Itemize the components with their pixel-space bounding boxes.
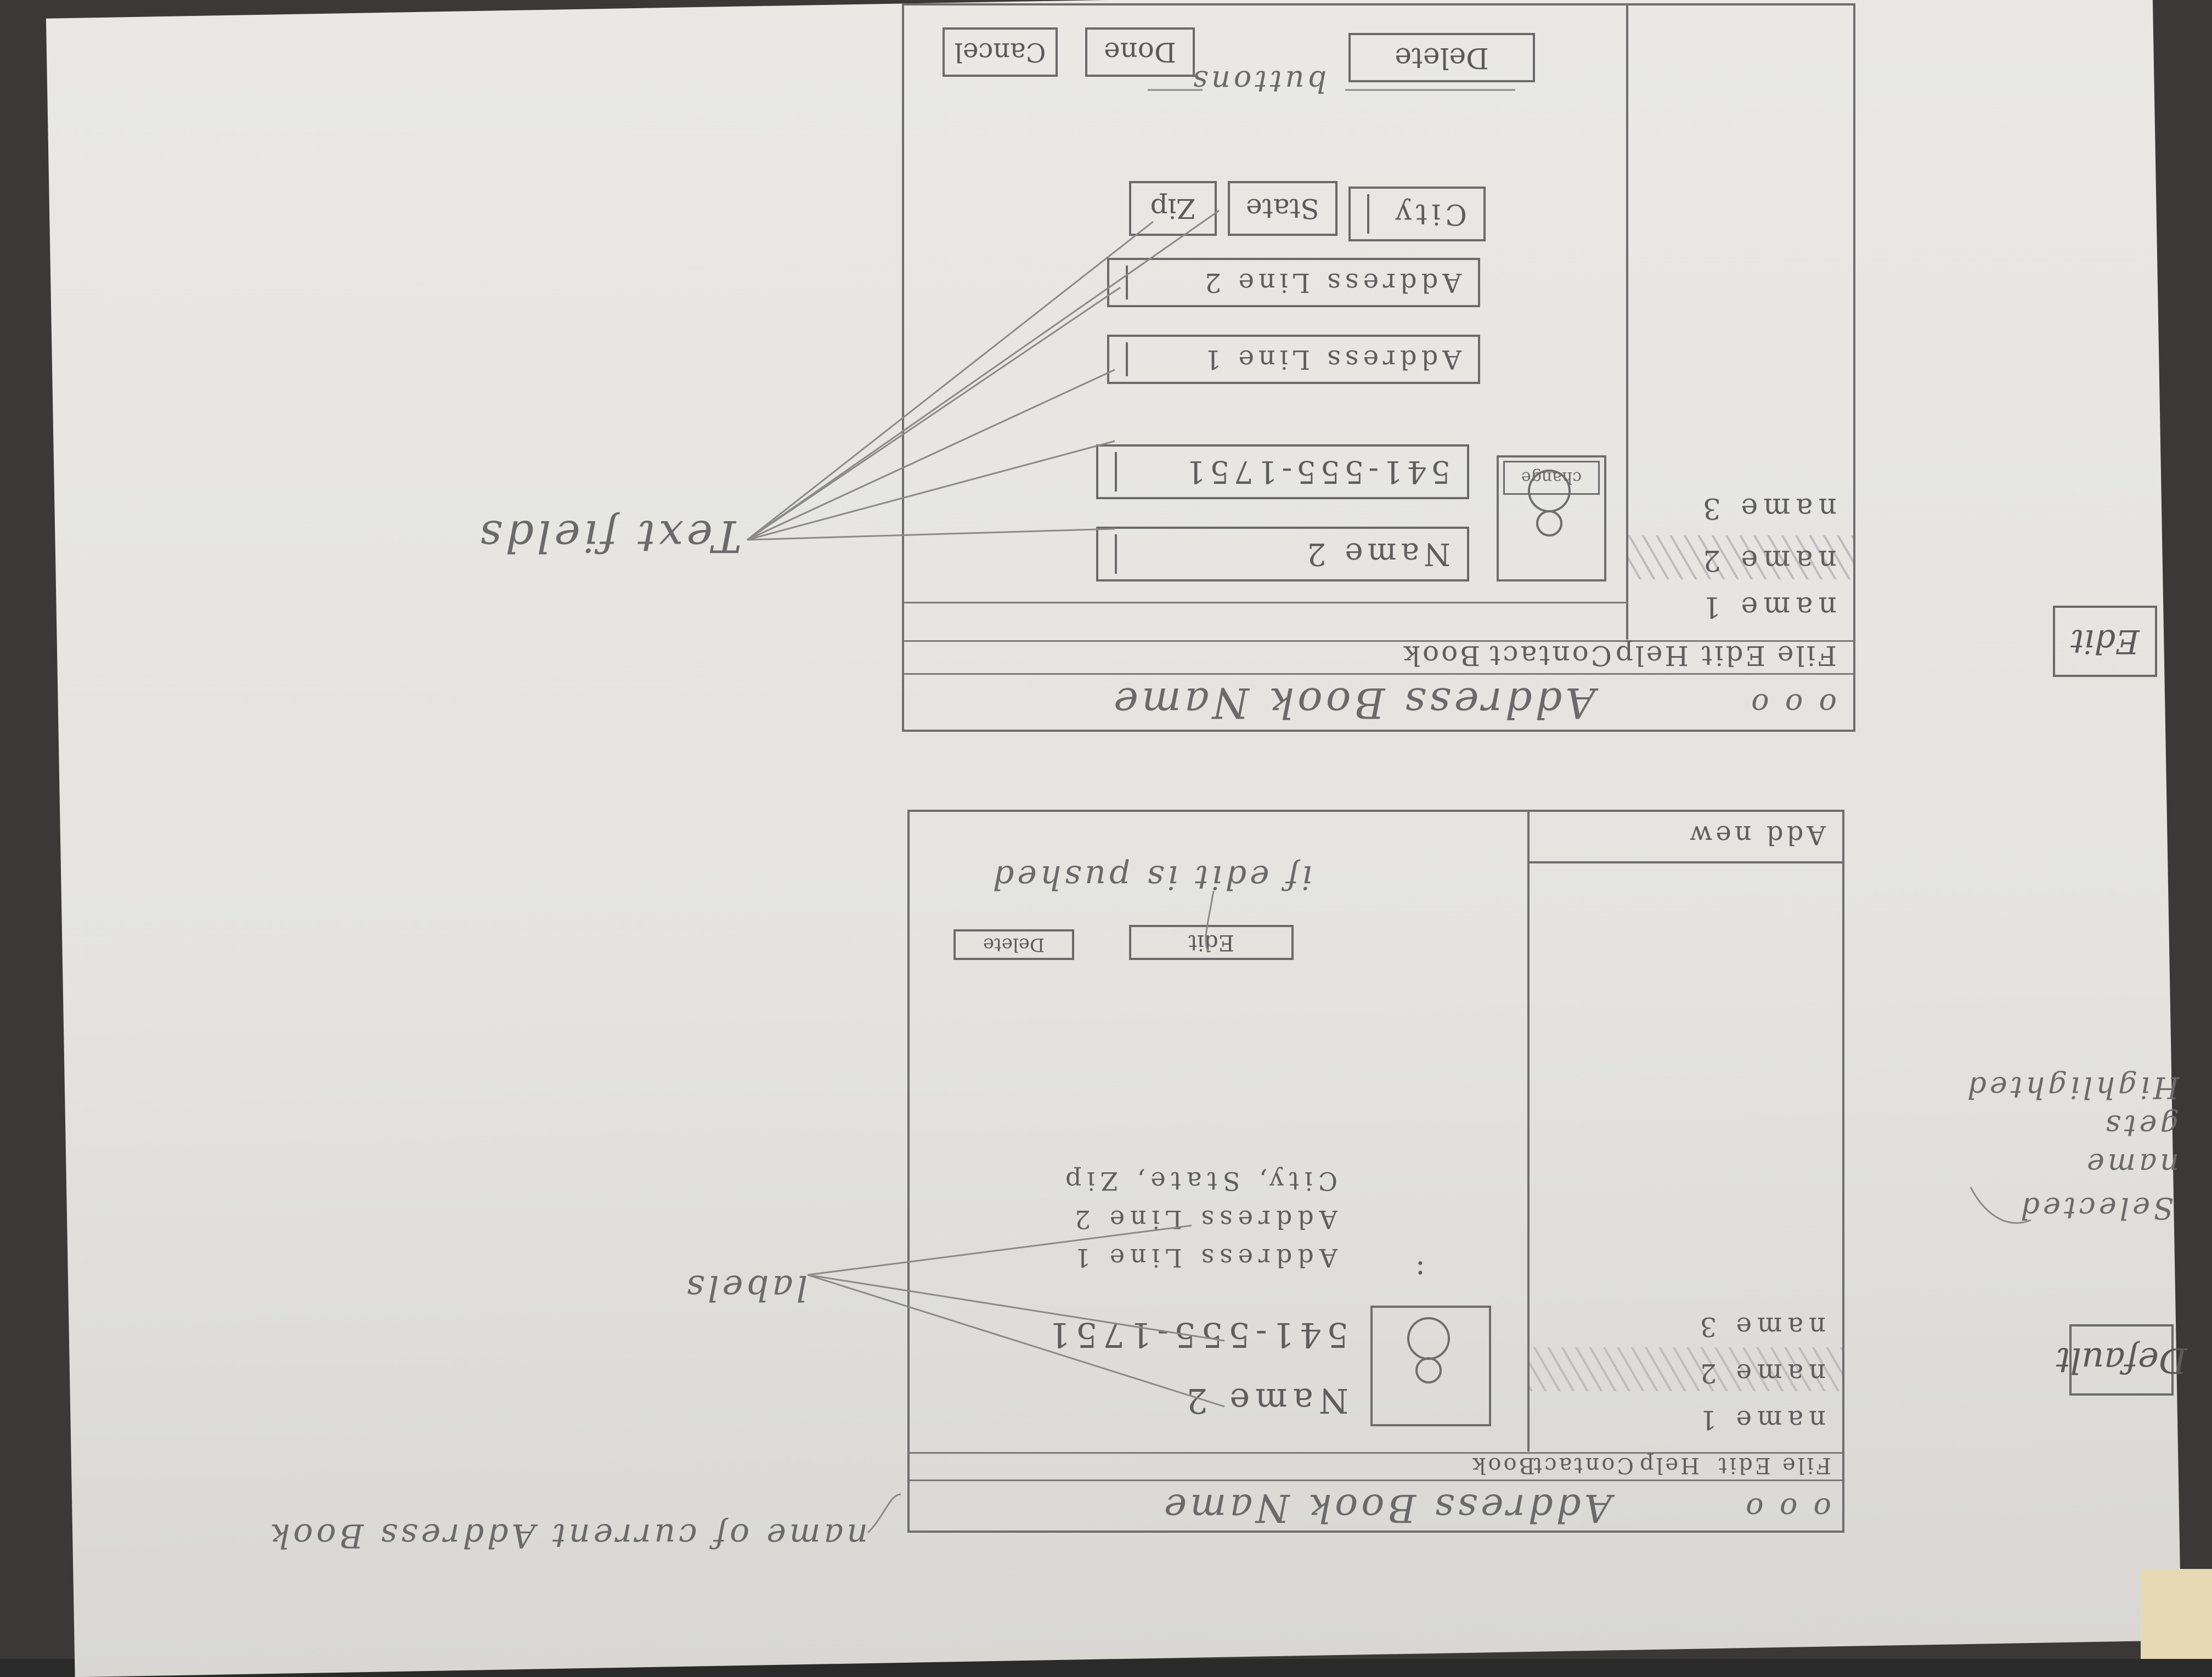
table-corner bbox=[2141, 1569, 2212, 1659]
